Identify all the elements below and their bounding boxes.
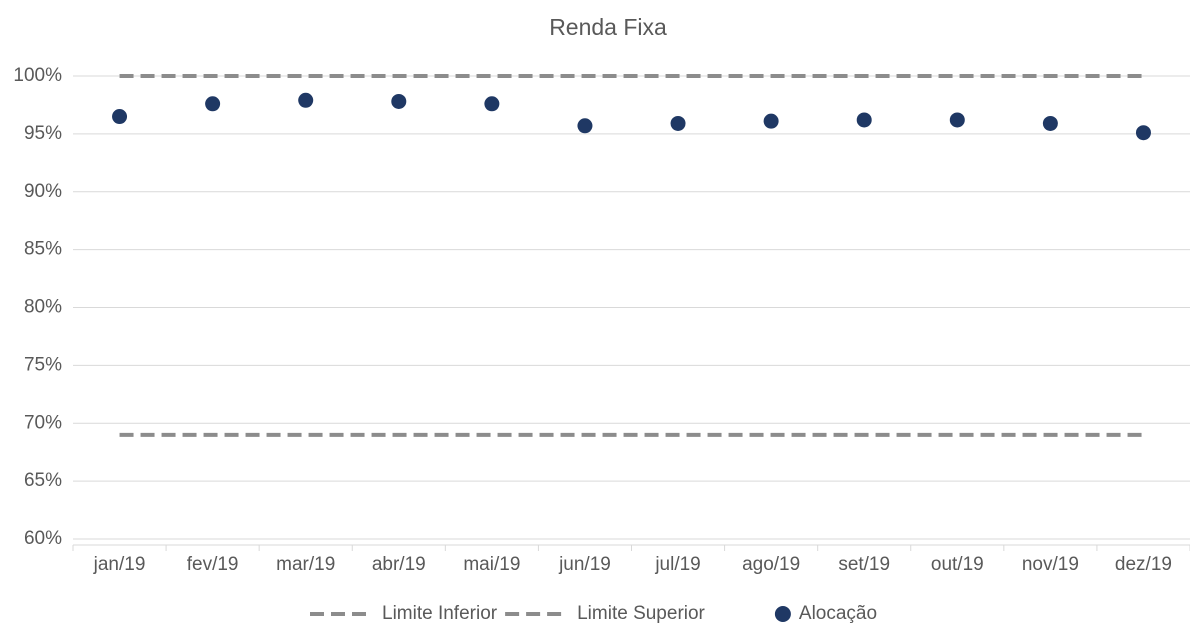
x-tick-label: jul/19 (654, 554, 700, 575)
legend-label: Limite Inferior (382, 603, 498, 624)
y-tick-label: 90% (24, 181, 62, 202)
x-tick-label: dez/19 (1115, 554, 1172, 575)
x-tick-label: ago/19 (742, 554, 800, 575)
data-point (1042, 115, 1058, 131)
data-point (1135, 125, 1151, 141)
x-tick-label: out/19 (931, 554, 984, 575)
legend-label: Alocação (799, 603, 877, 624)
x-tick-label: jun/19 (558, 554, 611, 575)
data-point (856, 112, 872, 128)
x-tick-label: fev/19 (187, 554, 239, 575)
y-tick-label: 100% (13, 65, 62, 86)
legend-swatch (774, 606, 791, 622)
x-tick-label: nov/19 (1022, 554, 1079, 575)
data-point (205, 96, 221, 112)
x-tick-label: abr/19 (372, 554, 426, 575)
legend-label: Limite Superior (577, 603, 705, 624)
y-tick-label: 95% (24, 123, 62, 144)
y-tick-label: 65% (24, 470, 62, 491)
x-tick-label: set/19 (838, 554, 890, 575)
y-tick-label: 75% (24, 354, 62, 375)
data-point (484, 96, 500, 112)
data-point (112, 109, 128, 125)
y-tick-label: 85% (24, 239, 62, 260)
data-point (949, 112, 965, 128)
x-tick-label: jan/19 (93, 554, 146, 575)
chart-title: Renda Fixa (549, 14, 667, 40)
data-point (670, 115, 686, 131)
data-point (577, 118, 593, 134)
data-point (298, 92, 314, 108)
x-tick-label: mai/19 (463, 554, 520, 575)
data-point (763, 113, 779, 129)
data-point (391, 93, 407, 109)
x-tick-label: mar/19 (276, 554, 335, 575)
y-tick-label: 70% (24, 412, 62, 433)
y-tick-label: 80% (24, 297, 62, 318)
y-tick-label: 60% (24, 528, 62, 549)
